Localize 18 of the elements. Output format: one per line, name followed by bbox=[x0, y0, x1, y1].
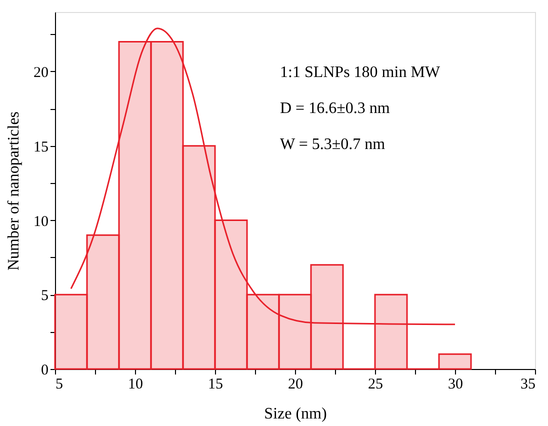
y-axis-title: Number of nanoparticles bbox=[6, 111, 22, 271]
x-tick-label: 15 bbox=[208, 376, 223, 392]
x-tick-label: 30 bbox=[448, 376, 463, 392]
y-tick-label: 20 bbox=[34, 65, 48, 81]
annotation: D = 16.6±0.3 nm bbox=[280, 100, 390, 117]
annotation: W = 5.3±0.7 nm bbox=[280, 136, 386, 153]
x-tick-label: 35 bbox=[520, 376, 536, 392]
y-tick-label: 10 bbox=[34, 214, 48, 230]
y-tick-label: 0 bbox=[41, 362, 48, 378]
x-tick-label: 20 bbox=[288, 376, 303, 392]
x-tick-label: 25 bbox=[368, 376, 383, 392]
y-tick-label: 5 bbox=[41, 288, 48, 304]
annotation: 1:1 SLNPs 180 min MW bbox=[280, 64, 441, 81]
y-tick-label: 15 bbox=[34, 139, 48, 156]
x-axis-title: Size (nm) bbox=[264, 406, 327, 422]
x-tick-label: 5 bbox=[56, 376, 63, 392]
x-tick-label: 10 bbox=[128, 376, 143, 392]
line-series bbox=[70, 28, 456, 326]
